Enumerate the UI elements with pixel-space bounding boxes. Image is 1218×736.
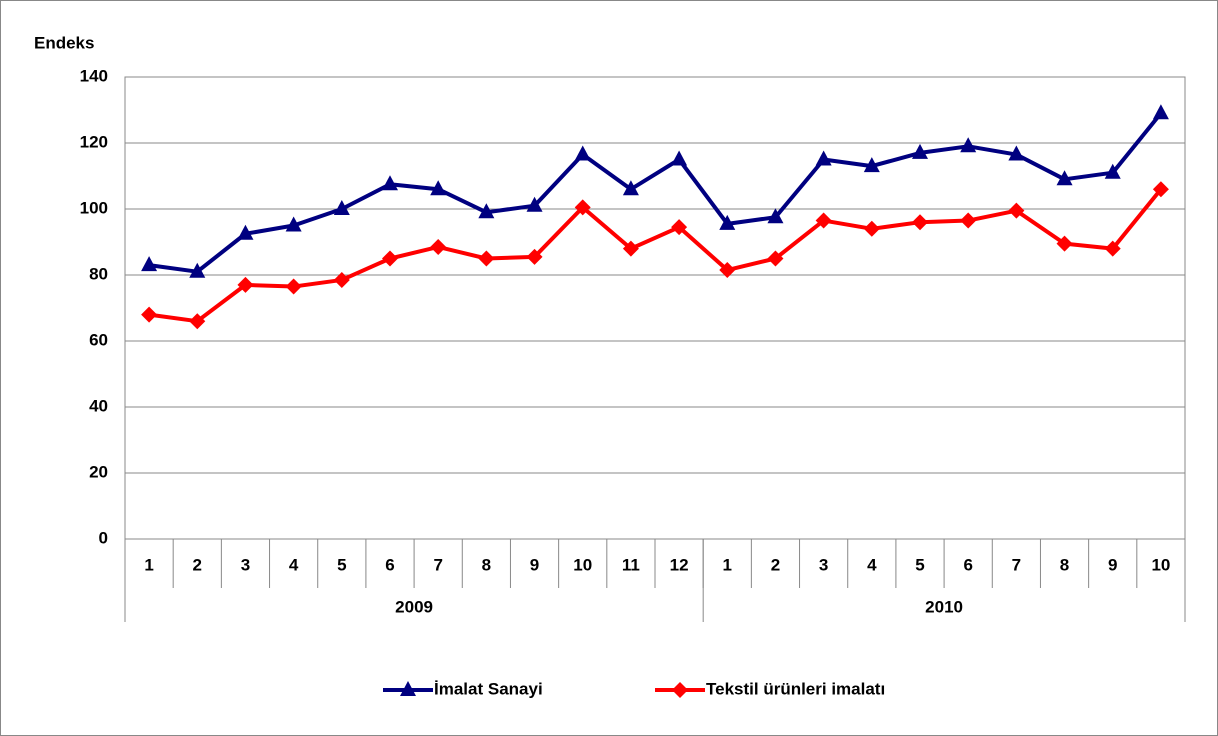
x-tick-label: 8 [1060,555,1069,574]
series-line [148,112,1163,274]
data-point [237,224,254,240]
y-tick-label: 0 [99,528,108,547]
x-tick-label: 7 [1012,555,1021,574]
data-point [863,157,880,173]
data-point [671,219,688,236]
y-axis-title: Endeks [34,33,94,52]
data-point [622,240,639,257]
x-tick-label: 3 [241,555,250,574]
data-point [1056,235,1073,252]
x-tick-label: 2 [771,555,780,574]
x-tick-label: 8 [482,555,491,574]
data-point [1008,202,1025,219]
group-label: 2010 [925,597,963,616]
data-point [189,262,206,278]
x-tick-label: 5 [337,555,346,574]
x-tick-label: 4 [289,555,299,574]
data-point [526,196,543,212]
data-point [671,150,688,166]
data-point [478,250,495,267]
data-point [285,216,302,232]
x-tick-label: 11 [622,555,640,574]
data-point [767,250,784,267]
series-line [148,187,1163,324]
data-point [912,214,928,231]
data-point [1104,240,1121,257]
y-tick-label: 40 [89,396,108,415]
data-point [1008,145,1025,161]
group-label: 2009 [395,597,433,616]
data-point [1152,181,1169,198]
data-point [141,256,158,272]
data-point [285,278,302,295]
x-tick-label: 7 [433,555,442,574]
y-tick-label: 120 [80,132,108,151]
y-tick-label: 140 [80,66,108,85]
y-tick-label: 80 [89,264,108,283]
data-point [719,262,736,279]
y-tick-label: 20 [89,462,108,481]
data-point [719,214,736,230]
x-tick-label: 12 [670,555,689,574]
legend-marker [400,681,416,696]
x-tick-label: 2 [193,555,202,574]
data-point [1056,170,1073,186]
data-point [767,208,784,224]
legend-marker [672,682,688,698]
x-tick-label: 9 [530,555,539,574]
data-point [574,145,591,161]
legend-label: İmalat Sanayi [434,679,543,698]
x-tick-label: 5 [915,555,924,574]
y-tick-label: 60 [89,330,108,349]
data-point [960,212,977,229]
data-point [1152,104,1169,120]
data-point [815,212,832,229]
data-point [478,203,495,219]
x-tick-label: 9 [1108,555,1117,574]
data-point [333,271,350,288]
data-point [141,306,158,323]
y-tick-label: 100 [80,198,108,217]
x-tick-label: 1 [723,555,732,574]
data-point [574,199,591,216]
data-point [863,220,880,237]
data-point [382,175,398,191]
data-point [430,238,447,255]
x-tick-label: 10 [573,555,592,574]
legend-label: Tekstil ürünleri imalatı [706,679,885,698]
data-point [912,143,928,159]
x-tick-label: 6 [385,555,394,574]
data-point [382,250,398,267]
data-point [960,137,977,153]
data-point [815,150,832,166]
x-tick-label: 10 [1151,555,1170,574]
data-point [430,180,447,196]
x-tick-label: 4 [867,555,877,574]
x-tick-label: 6 [963,555,972,574]
x-tick-label: 3 [819,555,828,574]
data-point [526,248,543,265]
x-tick-label: 1 [144,555,153,574]
data-point [189,313,206,330]
data-point [1104,163,1121,179]
data-point [333,200,350,215]
data-point [622,180,639,196]
data-point [237,276,254,293]
